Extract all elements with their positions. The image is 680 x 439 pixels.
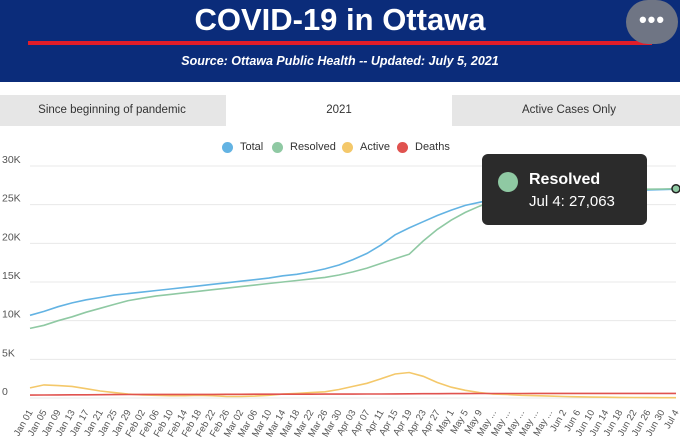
- title-underline: [28, 41, 652, 45]
- more-options-button[interactable]: •••: [626, 0, 678, 44]
- legend-dot-resolved: [272, 141, 283, 153]
- tooltip-series-dot: [498, 172, 518, 192]
- legend-label-total: Total: [240, 141, 264, 153]
- legend-item-total[interactable]: Total: [222, 139, 263, 155]
- tab-2021[interactable]: 2021: [226, 95, 452, 126]
- tooltip-series-name: Resolved: [529, 171, 601, 188]
- legend-item-active[interactable]: Active: [342, 139, 390, 155]
- legend-label-deaths: Deaths: [415, 141, 450, 153]
- x-tick-label: Jul 4: [662, 408, 680, 431]
- hover-tooltip: Resolved Jul 4: 27,063: [482, 154, 647, 225]
- legend-dot-total: [222, 141, 233, 153]
- legend-item-deaths[interactable]: Deaths: [397, 139, 450, 155]
- chart-legend: Total Resolved Active Deaths: [0, 139, 680, 155]
- y-tick-label: 0: [2, 386, 8, 398]
- header-bar: COVID-19 in Ottawa Source: Ottawa Public…: [0, 0, 680, 82]
- y-tick-label: 10K: [2, 309, 21, 321]
- page-title: COVID-19 in Ottawa: [194, 2, 486, 37]
- tooltip-value: Jul 4: 27,063: [529, 193, 615, 210]
- y-tick-label: 5K: [2, 347, 15, 359]
- legend-dot-deaths: [397, 141, 408, 153]
- legend-label-active: Active: [360, 141, 390, 153]
- tab-active-cases-only[interactable]: Active Cases Only: [522, 104, 616, 116]
- legend-dot-active: [342, 141, 353, 153]
- y-tick-label: 20K: [2, 231, 21, 243]
- tab-bar: Since beginning of pandemic 2021 Active …: [0, 95, 680, 126]
- highlighted-point: [671, 183, 680, 194]
- legend-item-resolved[interactable]: Resolved: [272, 139, 336, 155]
- series-line-deaths: [29, 392, 676, 396]
- source-subtitle: Source: Ottawa Public Health -- Updated:…: [181, 54, 499, 68]
- y-tick-label: 30K: [2, 154, 21, 166]
- y-tick-label: 25K: [2, 193, 21, 205]
- tab-since-beginning[interactable]: Since beginning of pandemic: [38, 104, 186, 116]
- legend-label-resolved: Resolved: [290, 141, 336, 153]
- y-tick-label: 15K: [2, 270, 21, 282]
